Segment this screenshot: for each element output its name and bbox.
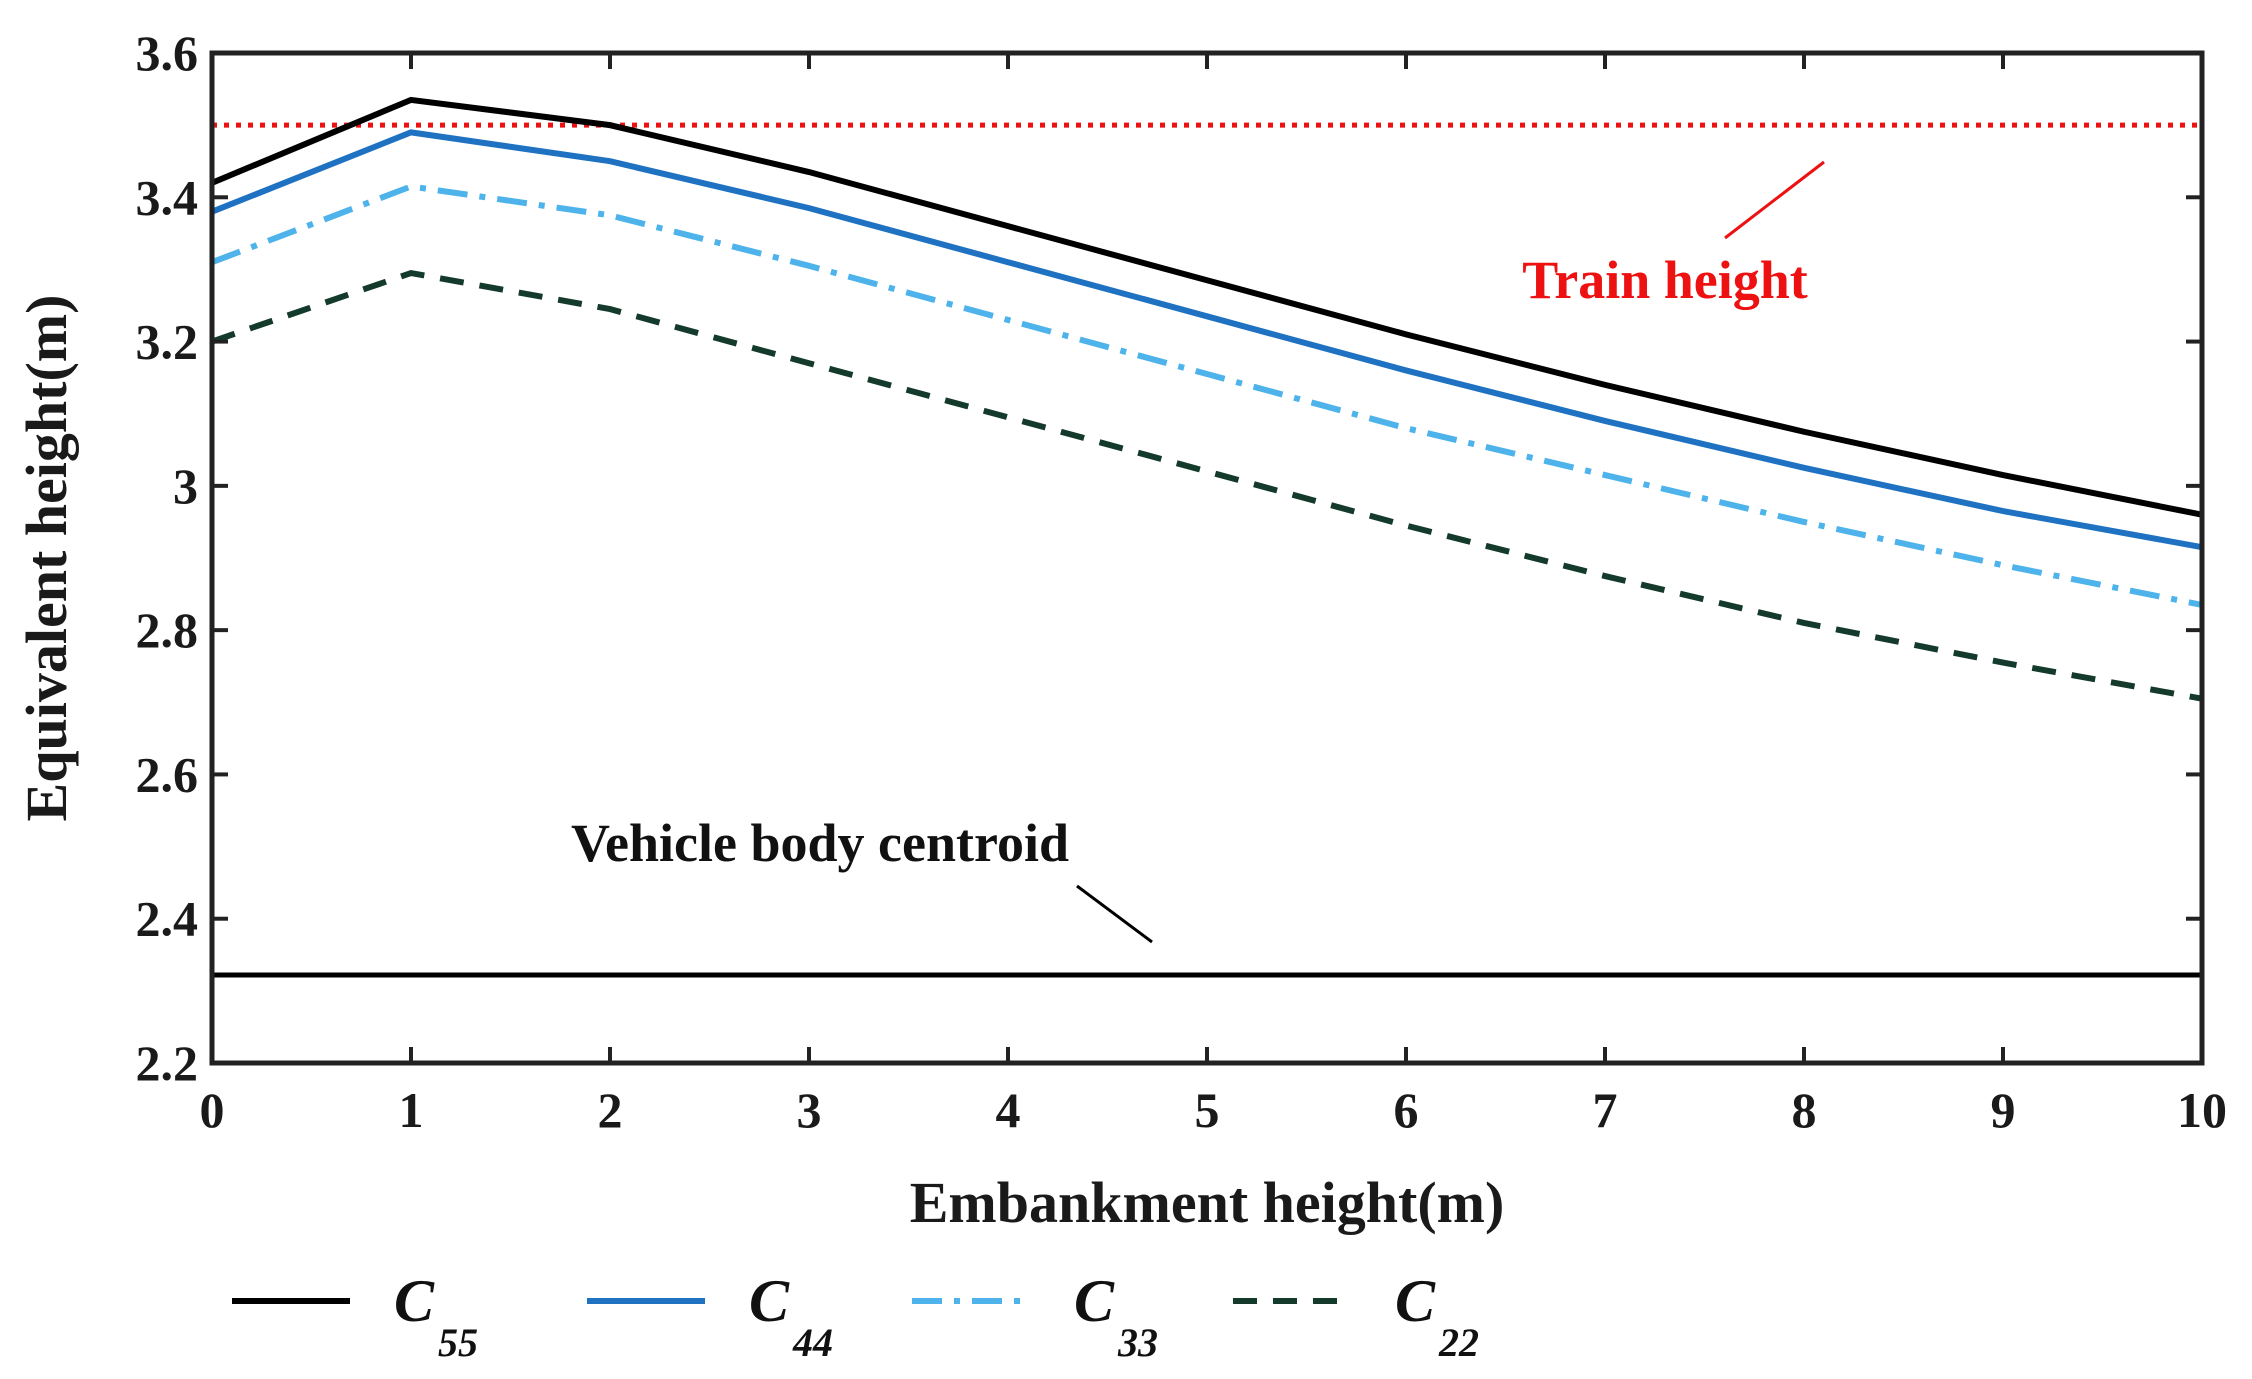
x-axis-title: Embankment height(m) [910,1170,1505,1235]
x-tick-label: 1 [399,1082,424,1138]
y-tick-label: 2.2 [136,1035,199,1091]
x-tick-label: 5 [1195,1082,1220,1138]
series-line-c55 [210,96,2203,518]
x-tick-label: 3 [797,1082,822,1138]
x-tick-labels: 0 1 2 3 4 5 6 7 8 9 10 [200,1082,2228,1138]
y-tick-label: 3.4 [136,169,199,225]
x-tick-label: 4 [996,1082,1021,1138]
series-line-c44 [210,129,2203,551]
y-tick-label: 2.4 [136,891,199,947]
legend-item-c55: C55 [232,1268,478,1365]
legend-subscript: 55 [438,1320,478,1365]
y-tick-label: 3.2 [136,314,199,370]
train-height-pointer [1724,160,1825,240]
x-tick-label: 10 [2177,1082,2227,1138]
y-tick-label: 3.6 [136,25,199,81]
legend-item-c44: C44 [587,1268,833,1365]
x-tick-label: 9 [1991,1082,2016,1138]
train-height-annotation: Train height [1522,250,1808,310]
x-tick-label: 8 [1792,1082,1817,1138]
vehicle-centroid-annotation: Vehicle body centroid [571,813,1069,873]
y-axis-title: Equivalent height(m) [14,295,79,822]
legend-subscript: 44 [792,1320,833,1365]
y-tick-labels: 2.2 2.4 2.6 2.8 3 3.2 3.4 3.6 [136,25,199,1091]
x-tick-label: 6 [1394,1082,1419,1138]
series-line-c33 [210,183,2203,608]
data-series [210,96,2203,702]
legend-subscript: 33 [1117,1320,1158,1365]
legend-label: C [1395,1268,1436,1334]
legend-label: C [394,1268,435,1334]
legend-label: C [1074,1268,1115,1334]
y-tick-label: 3 [173,458,198,514]
vehicle-centroid-pointer [1076,884,1153,944]
legend-subscript: 22 [1438,1320,1479,1365]
axis-ticks [210,51,2204,1065]
x-tick-label: 0 [200,1082,225,1138]
y-tick-label: 2.6 [136,746,199,802]
reference-lines [212,122,2202,978]
y-tick-label: 2.8 [136,602,199,658]
legend-label: C [749,1268,790,1334]
legend-item-c22: C22 [1233,1268,1479,1365]
x-tick-label: 2 [598,1082,623,1138]
x-tick-label: 7 [1593,1082,1618,1138]
legend-item-c33: C33 [912,1268,1158,1365]
